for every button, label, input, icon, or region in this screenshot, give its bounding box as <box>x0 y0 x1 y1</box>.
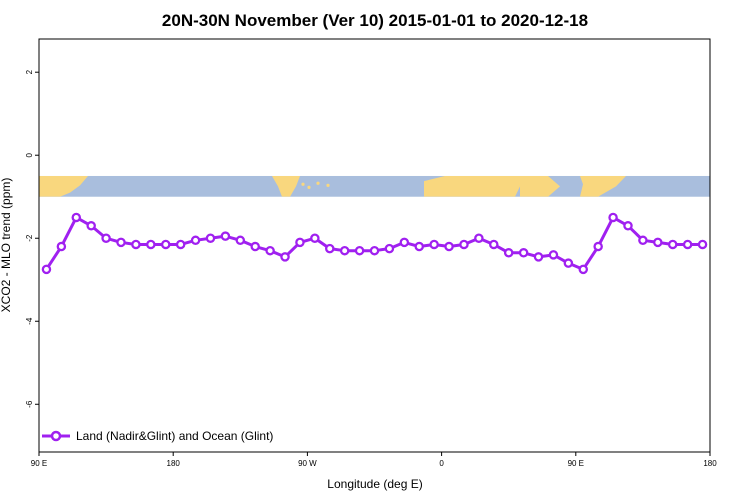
data-point <box>533 252 544 262</box>
y-tick-label: 2 <box>25 69 34 74</box>
y-tick-label: -6 <box>25 400 34 408</box>
x-tick-label: 90 W <box>298 459 317 468</box>
data-point <box>56 241 67 252</box>
data-point <box>384 243 395 254</box>
data-point <box>623 221 633 231</box>
data-point <box>131 239 141 250</box>
data-point <box>310 233 320 243</box>
data-point <box>86 221 96 231</box>
data-point <box>280 252 290 262</box>
data-point <box>325 243 335 254</box>
y-tick-label: -2 <box>25 234 34 242</box>
data-point <box>205 233 216 243</box>
data-point <box>250 241 260 252</box>
x-axis: 90 E 180 90 W 0 90 E 180 <box>31 452 717 468</box>
data-point <box>175 239 186 250</box>
x-tick-label: 90 E <box>568 459 584 468</box>
legend-label: Land (Nadir&Glint) and Ocean (Glint) <box>76 429 273 443</box>
data-point <box>444 241 454 252</box>
data-point <box>71 212 82 223</box>
y-axis-label: XCO2 - MLO trend (ppm) <box>0 178 13 313</box>
data-point <box>414 241 424 252</box>
data-point <box>653 237 663 248</box>
data-point <box>578 264 589 275</box>
data-point <box>235 235 246 246</box>
data-point <box>190 235 201 246</box>
world-map-band <box>39 175 710 197</box>
series-line <box>45 215 703 271</box>
data-point <box>354 245 365 256</box>
plot-frame <box>38 38 711 453</box>
data-point <box>101 233 111 243</box>
data-point <box>146 239 156 250</box>
data-point <box>41 264 52 275</box>
x-tick-label: 90 E <box>31 459 47 468</box>
data-point <box>682 239 693 250</box>
chart-title: 20N-30N November (Ver 10) 2015-01-01 to … <box>162 11 588 30</box>
y-tick-label: 0 <box>25 152 34 157</box>
y-tick-label: -4 <box>25 317 34 325</box>
data-point <box>295 237 305 248</box>
data-point <box>369 245 380 256</box>
x-tick-label: 0 <box>439 459 444 468</box>
data-point <box>608 212 618 223</box>
data-point <box>489 239 499 250</box>
data-point <box>265 245 275 256</box>
map-land <box>39 175 626 197</box>
data-point <box>474 233 484 243</box>
data-point <box>429 239 439 250</box>
y-axis: 2 0 -2 -4 -6 <box>25 69 39 408</box>
data-point <box>697 239 708 250</box>
data-point <box>503 248 514 258</box>
data-point <box>459 239 469 250</box>
data-point <box>563 258 574 268</box>
data-point <box>116 237 126 248</box>
data-point <box>667 239 678 250</box>
data-point <box>518 248 529 258</box>
data-point <box>220 231 231 241</box>
x-axis-label: Longitude (deg E) <box>327 477 422 491</box>
legend: Land (Nadir&Glint) and Ocean (Glint) <box>42 429 273 443</box>
data-point <box>548 250 559 260</box>
legend-marker <box>50 430 62 442</box>
x-tick-label: 180 <box>703 459 717 468</box>
x-tick-label: 180 <box>167 459 181 468</box>
data-point <box>593 241 603 252</box>
data-point <box>399 237 410 248</box>
data-point <box>638 235 648 246</box>
series-layer <box>41 212 708 275</box>
data-point <box>339 245 350 256</box>
data-point <box>160 239 171 250</box>
